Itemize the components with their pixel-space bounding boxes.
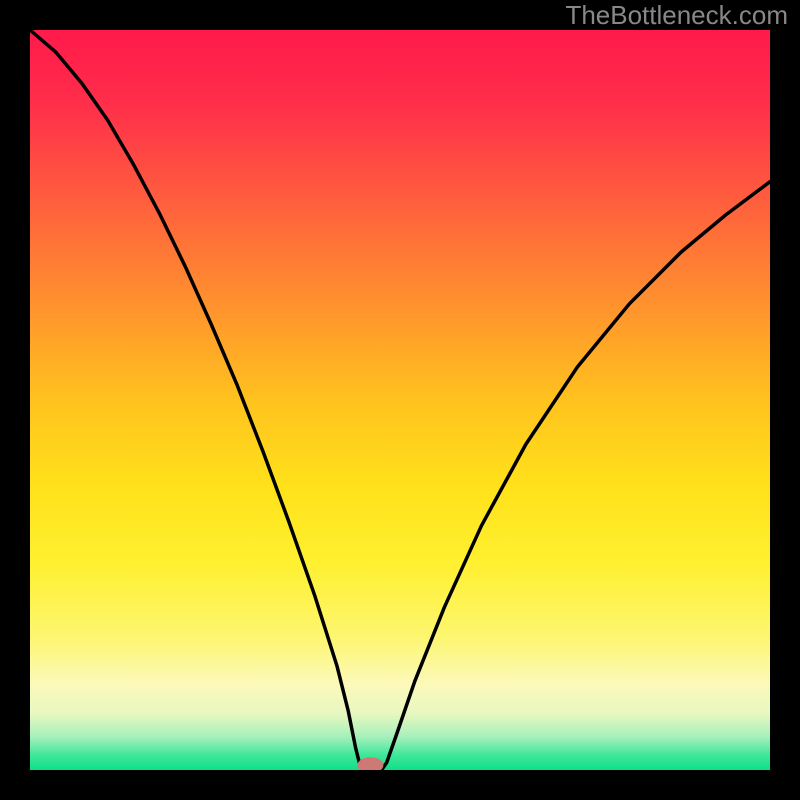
watermark-text: TheBottleneck.com [565, 0, 788, 30]
bottleneck-chart: TheBottleneck.com [0, 0, 800, 800]
plot-background [30, 30, 770, 770]
